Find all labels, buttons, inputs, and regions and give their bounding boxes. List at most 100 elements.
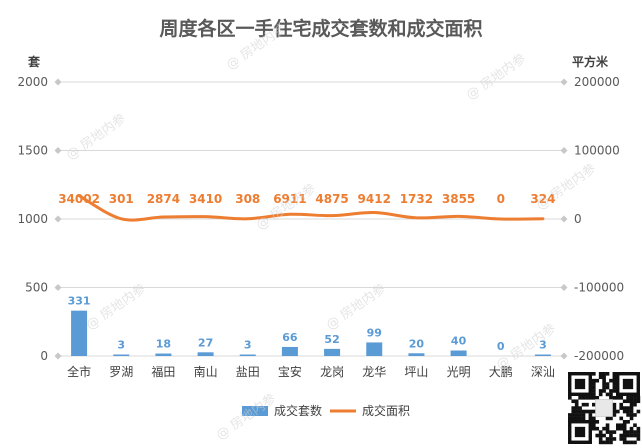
qr-module bbox=[619, 426, 624, 431]
qr-module bbox=[633, 433, 637, 438]
qr-module bbox=[626, 433, 630, 438]
category-label: 龙岗 bbox=[320, 365, 344, 379]
right-tick-label: -100000 bbox=[574, 281, 624, 295]
qr-finder-core bbox=[622, 378, 634, 390]
qr-finder-core bbox=[574, 426, 586, 438]
line-data-label: 308 bbox=[235, 192, 260, 206]
qr-module bbox=[571, 416, 576, 421]
qr-module bbox=[571, 413, 576, 417]
legend-bar-swatch bbox=[242, 406, 268, 416]
qr-module bbox=[581, 409, 586, 414]
qr-module bbox=[616, 409, 620, 414]
qr-module bbox=[626, 413, 630, 417]
right-axis-unit: 平方米 bbox=[572, 54, 609, 69]
qr-module bbox=[612, 389, 617, 393]
qr-module bbox=[619, 396, 624, 400]
qr-module bbox=[602, 382, 606, 386]
left-tick-label: 0 bbox=[40, 349, 48, 363]
qr-module bbox=[578, 413, 582, 417]
qr-module bbox=[609, 430, 613, 434]
qr-module bbox=[592, 420, 596, 424]
qr-module bbox=[612, 402, 617, 407]
qr-module bbox=[578, 416, 582, 421]
qr-module bbox=[636, 437, 641, 441]
bar bbox=[324, 348, 341, 356]
qr-module bbox=[588, 409, 593, 414]
gridline-marker bbox=[54, 284, 62, 291]
left-tick-label: 1500 bbox=[17, 144, 48, 158]
bar-data-label: 66 bbox=[282, 331, 298, 344]
category-label: 宝安 bbox=[278, 364, 302, 379]
qr-module bbox=[595, 378, 600, 383]
qr-module bbox=[574, 413, 579, 417]
qr-module bbox=[574, 399, 579, 404]
qr-module bbox=[616, 426, 620, 431]
qr-module bbox=[609, 440, 613, 445]
right-tick-label: 200000 bbox=[574, 75, 620, 89]
qr-module bbox=[588, 416, 593, 421]
qr-module bbox=[605, 423, 610, 428]
bar-data-label: 3 bbox=[244, 339, 252, 352]
bar-data-label: 52 bbox=[324, 333, 339, 346]
qr-module bbox=[626, 440, 630, 445]
qr-module bbox=[571, 406, 576, 410]
qr-module bbox=[595, 396, 600, 400]
bar-data-label: 18 bbox=[156, 338, 171, 351]
qr-module bbox=[619, 437, 624, 441]
qr-module bbox=[626, 409, 630, 414]
qr-module bbox=[619, 402, 624, 407]
qr-module bbox=[633, 399, 637, 404]
bar-data-label: 20 bbox=[409, 337, 425, 350]
qr-module bbox=[585, 409, 589, 414]
bar bbox=[71, 310, 88, 356]
qr-module bbox=[588, 396, 593, 400]
qr-module bbox=[633, 396, 637, 400]
qr-module bbox=[592, 392, 596, 397]
qr-module bbox=[602, 426, 606, 431]
qr-module bbox=[605, 426, 610, 431]
qr-module bbox=[592, 416, 596, 421]
line-data-label: 6911 bbox=[273, 192, 306, 206]
qr-module bbox=[612, 413, 617, 417]
qr-module bbox=[602, 385, 606, 390]
qr-module bbox=[598, 440, 603, 445]
qr-module bbox=[612, 382, 617, 386]
category-label: 福田 bbox=[151, 364, 175, 379]
qr-module bbox=[636, 396, 641, 400]
qr-module bbox=[609, 378, 613, 383]
right-tick-label: 0 bbox=[574, 212, 582, 226]
qr-module bbox=[612, 406, 617, 410]
gridline-marker bbox=[54, 352, 62, 360]
left-tick-label: 1000 bbox=[17, 212, 48, 226]
qr-module bbox=[619, 423, 624, 428]
bar-series bbox=[71, 310, 551, 356]
gridline-marker bbox=[560, 215, 568, 223]
chart-title: 周度各区一手住宅成交套数和成交面积 bbox=[159, 17, 482, 40]
gridline-marker bbox=[54, 147, 62, 154]
left-axis-unit: 套 bbox=[27, 54, 41, 69]
line-series-area bbox=[77, 194, 545, 222]
qr-module bbox=[626, 406, 630, 410]
watermark-text: @ 房地内参 bbox=[533, 161, 599, 214]
qr-module bbox=[622, 433, 627, 438]
qr-module bbox=[633, 423, 637, 428]
watermark-text: @ 房地内参 bbox=[463, 51, 529, 104]
category-label: 大鹏 bbox=[489, 365, 513, 379]
qr-module bbox=[629, 399, 634, 404]
qr-module bbox=[619, 406, 624, 410]
qr-module bbox=[581, 396, 586, 400]
qr-module bbox=[636, 426, 641, 431]
right-axis-ticks: -200000 -100000 0 100000 200000 bbox=[574, 75, 624, 363]
watermark-text: @ 房地内参 bbox=[63, 111, 129, 164]
bar bbox=[408, 353, 425, 356]
qr-module bbox=[629, 406, 634, 410]
line-data-label: 2874 bbox=[147, 192, 180, 206]
qr-module bbox=[609, 433, 613, 438]
qr-module bbox=[609, 389, 613, 393]
qr-module bbox=[619, 416, 624, 421]
qr-module bbox=[602, 375, 606, 380]
bar-data-label: 99 bbox=[367, 326, 382, 339]
qr-module bbox=[581, 416, 586, 421]
category-labels: 全市 罗湖 福田 南山 盐田 宝安 龙岗 龙华 坪山 光明 大鹏 深汕 bbox=[67, 364, 555, 379]
qr-module bbox=[612, 378, 617, 383]
